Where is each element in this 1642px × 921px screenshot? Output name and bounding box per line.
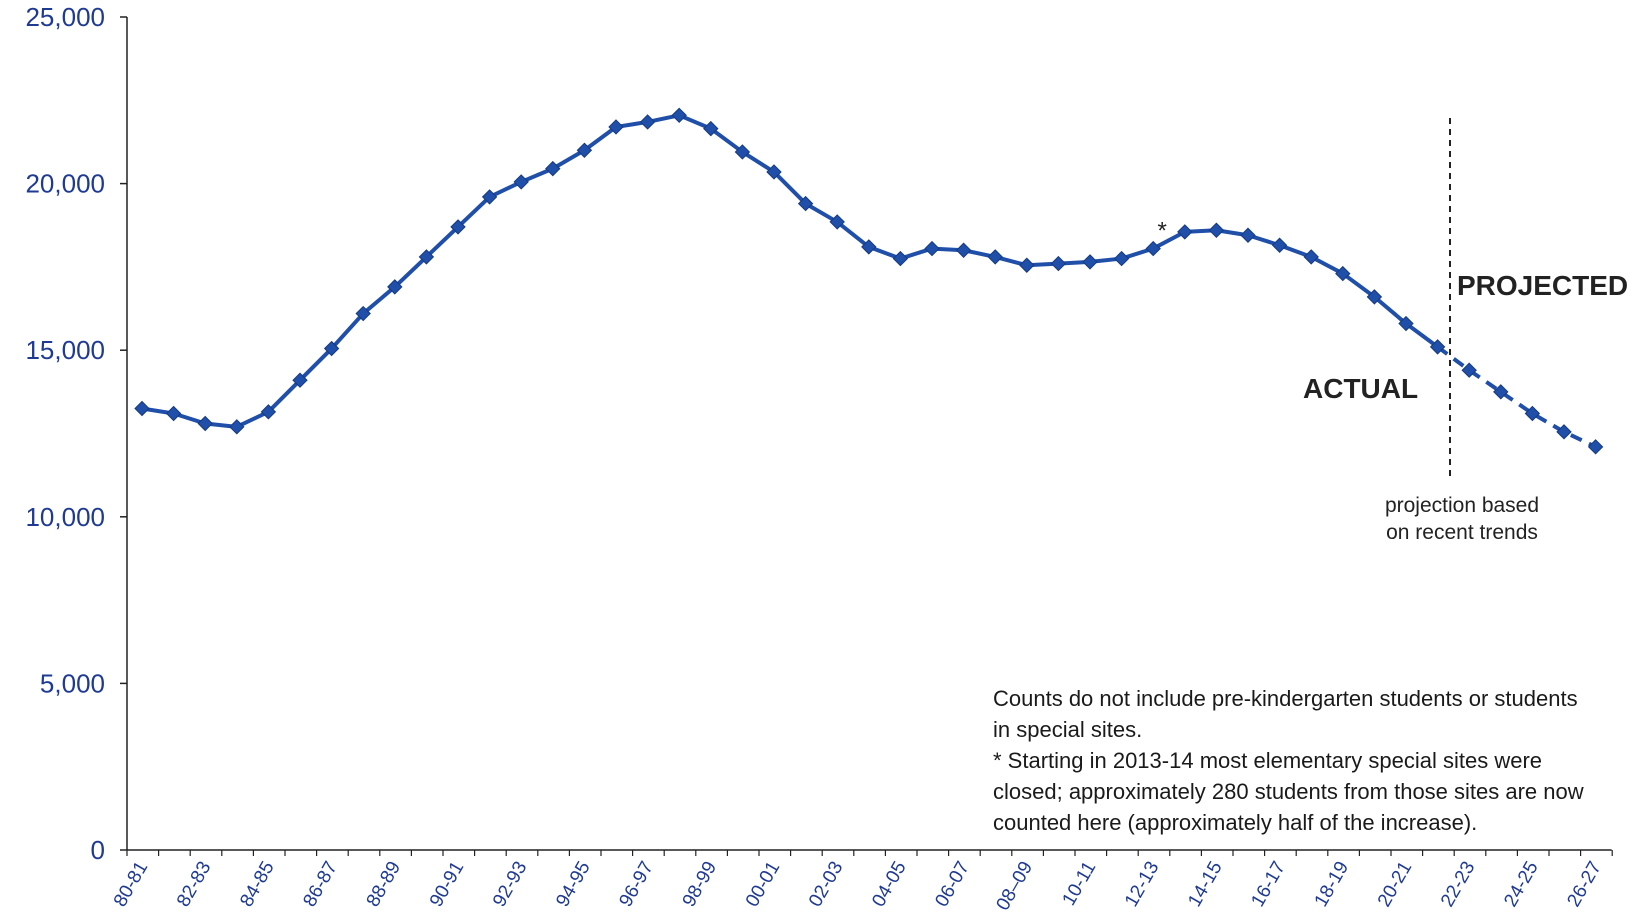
data-point xyxy=(829,214,845,230)
footnote-line-1: Counts do not include pre-kindergarten s… xyxy=(993,686,1578,711)
data-point xyxy=(671,107,687,124)
data-point xyxy=(197,415,213,432)
data-point xyxy=(450,219,466,235)
y-tick-label: 0 xyxy=(91,835,105,865)
data-point xyxy=(229,419,245,435)
x-tick-label: 22-23 xyxy=(1437,858,1479,911)
x-axis: 80-81 82-83 84-85 86-87 88-89 90-91 92-93 94-95… xyxy=(110,849,1613,914)
data-point xyxy=(1082,254,1098,270)
x-tick-label: 14-15 xyxy=(1184,858,1226,911)
data-point xyxy=(545,160,561,177)
footnote-line-5: counted here (approximately half of the … xyxy=(993,810,1478,835)
x-tick-label: 04-05 xyxy=(868,858,910,911)
data-point xyxy=(1587,439,1604,455)
data-point xyxy=(861,239,877,255)
y-tick-label: 5,000 xyxy=(40,668,105,698)
x-tick-label: 20-21 xyxy=(1374,858,1416,911)
data-point xyxy=(1240,227,1256,243)
data-point xyxy=(1113,250,1130,267)
data-point xyxy=(1050,255,1067,272)
data-point xyxy=(323,340,340,357)
data-point xyxy=(608,119,624,135)
data-point xyxy=(924,240,940,257)
x-tick-label: 88-89 xyxy=(363,858,405,911)
footnote: Counts do not include pre-kindergarten s… xyxy=(993,683,1638,838)
x-tick-label: 80-81 xyxy=(110,858,152,911)
x-tick-label: 10-11 xyxy=(1059,858,1101,909)
x-tick-label: 12-13 xyxy=(1121,858,1163,911)
x-tick-label: 90-91 xyxy=(426,858,468,911)
projected-series-line xyxy=(1436,345,1597,449)
data-point xyxy=(1303,249,1319,265)
data-point xyxy=(1019,257,1035,273)
data-point xyxy=(892,250,909,267)
data-point xyxy=(734,144,751,160)
data-point xyxy=(1429,339,1446,355)
x-tick-label: 00-01 xyxy=(742,858,784,911)
data-point xyxy=(1524,405,1541,422)
data-point xyxy=(639,114,656,130)
data-point xyxy=(134,400,150,417)
footnote-line-3: * Starting in 2013-14 most elementary sp… xyxy=(993,748,1543,773)
x-tick-label: 82-83 xyxy=(173,858,215,911)
data-point xyxy=(1366,289,1383,305)
data-point xyxy=(955,242,972,258)
data-point xyxy=(355,305,371,322)
x-tick-label: 96-97 xyxy=(615,858,657,911)
x-tick-label: 06-07 xyxy=(931,858,973,911)
projected-label: PROJECTED xyxy=(1457,270,1628,301)
data-point xyxy=(1398,315,1414,332)
data-point xyxy=(576,142,593,158)
data-point xyxy=(987,249,1003,265)
data-point xyxy=(292,372,308,388)
data-point xyxy=(387,279,403,295)
data-point xyxy=(703,120,719,137)
x-tick-label: 98-99 xyxy=(679,858,721,911)
y-tick-label: 20,000 xyxy=(25,169,105,199)
data-point xyxy=(1461,362,1477,378)
x-tick-label: 16-17 xyxy=(1247,858,1289,911)
x-tick-label: 18-19 xyxy=(1311,858,1353,911)
data-point xyxy=(797,195,814,212)
projection-note-line1: projection based xyxy=(1385,494,1539,517)
star-marker: * xyxy=(1158,218,1167,245)
x-tick-label: 84-85 xyxy=(236,858,278,911)
data-point xyxy=(1556,424,1572,440)
data-point xyxy=(1208,222,1225,238)
data-point xyxy=(513,174,529,190)
x-tick-label: 94-95 xyxy=(552,858,594,911)
x-tick-label: 86-87 xyxy=(299,858,341,911)
footnote-line-4: closed; approximately 280 students from … xyxy=(993,779,1584,804)
actual-series-line xyxy=(141,113,1439,429)
data-point xyxy=(1177,224,1193,240)
footnote-line-2: in special sites. xyxy=(993,717,1143,742)
x-tick-label: 26-27 xyxy=(1563,858,1605,911)
data-point xyxy=(260,404,277,420)
y-axis: 0 5,000 10,000 15,000 20,000 25,000 xyxy=(25,2,128,865)
enrollment-series xyxy=(134,107,1604,455)
data-point xyxy=(1335,265,1351,282)
y-tick-label: 25,000 xyxy=(25,2,105,32)
data-point xyxy=(1493,384,1509,400)
data-point xyxy=(1271,237,1288,253)
x-tick-label: 02-03 xyxy=(805,858,847,911)
x-tick-label: 08–09 xyxy=(993,858,1038,914)
data-point xyxy=(481,189,498,205)
data-point xyxy=(1145,240,1161,257)
y-tick-label: 15,000 xyxy=(25,335,105,365)
data-point xyxy=(766,164,782,180)
data-point xyxy=(418,249,435,265)
projection-note-line2: on recent trends xyxy=(1386,521,1538,544)
x-tick-label: 92-93 xyxy=(489,858,531,911)
actual-label: ACTUAL xyxy=(1303,373,1418,404)
x-tick-label: 24-25 xyxy=(1500,858,1542,911)
data-point xyxy=(165,405,182,422)
y-tick-label: 10,000 xyxy=(25,502,105,532)
